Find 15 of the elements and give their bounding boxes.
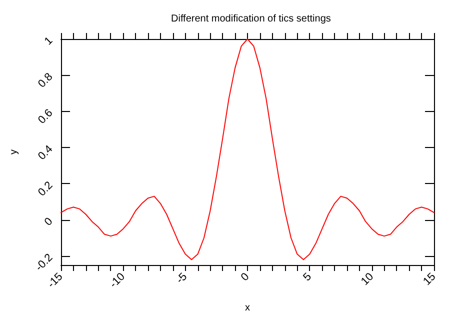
chart-title: Different modification of tics settings bbox=[171, 14, 331, 24]
x-tick-label: 5 bbox=[301, 270, 314, 284]
y-tick-label: 0.6 bbox=[36, 107, 56, 126]
y-tick-label: 0 bbox=[42, 216, 56, 228]
y-tick-label: 1 bbox=[42, 34, 56, 48]
x-tick-label: -5 bbox=[174, 270, 190, 286]
y-axis-title: y bbox=[8, 150, 20, 154]
x-tick-label: 10 bbox=[358, 270, 376, 288]
x-tick-label: 0 bbox=[238, 270, 252, 284]
y-tick-label: 0.2 bbox=[36, 179, 56, 199]
y-tick-label: 0.8 bbox=[36, 70, 56, 90]
x-tick-label: 15 bbox=[421, 270, 438, 288]
x-axis-title: x bbox=[245, 302, 250, 314]
y-tick-label: 0.4 bbox=[36, 143, 56, 163]
x-tick-label: -10 bbox=[108, 270, 128, 290]
